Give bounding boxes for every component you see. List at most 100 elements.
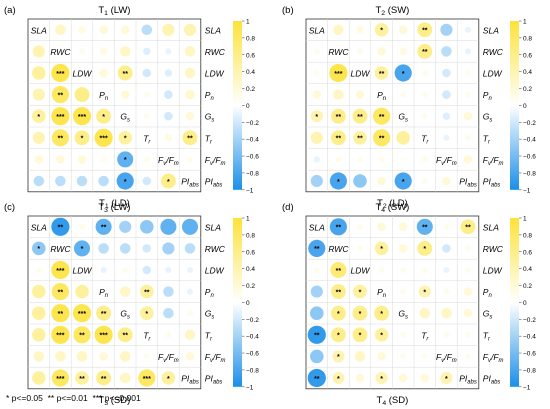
row-label-gs: Gs xyxy=(205,309,215,321)
correlation-circle xyxy=(55,24,66,36)
correlation-circle xyxy=(186,266,194,274)
correlation-circle xyxy=(51,107,70,126)
diagonal-label-ldw: LDW xyxy=(73,69,93,79)
correlation-circle xyxy=(74,87,90,103)
significance-stars: ** xyxy=(122,71,128,78)
colorbar xyxy=(510,21,519,190)
colorbar-tick-label: −0.4 xyxy=(246,137,259,144)
colorbar xyxy=(233,218,242,387)
colorbar-tick-label: 0.2 xyxy=(523,86,532,93)
correlation-circle xyxy=(143,91,150,98)
correlation-circle xyxy=(442,112,451,120)
diagonal-label-pn: Pn xyxy=(377,90,387,102)
row-label-ldw: LDW xyxy=(483,69,503,79)
correlation-circle xyxy=(440,371,453,385)
correlation-circle xyxy=(398,25,408,35)
colorbar-tick-label: −0.8 xyxy=(246,367,259,374)
row-label-fv-fm: Fv/Fm xyxy=(205,155,226,167)
correlation-circle xyxy=(441,46,452,57)
correlation-circle xyxy=(73,240,91,257)
diagonal-label-rwc: RWC xyxy=(328,47,349,57)
significance-stars: ** xyxy=(314,333,320,340)
correlation-circle xyxy=(464,331,472,338)
correlation-circle xyxy=(421,353,428,360)
correlation-circle xyxy=(464,69,472,77)
diagonal-label-sla: SLA xyxy=(309,25,325,35)
diagonal-label-piabs: PIabs xyxy=(459,374,477,386)
correlation-circle xyxy=(78,26,86,34)
correlation-circle xyxy=(164,90,173,99)
correlation-circle xyxy=(95,218,112,235)
significance-stars: * xyxy=(337,311,340,318)
diagonal-label-rwc: RWC xyxy=(50,244,71,254)
diagonal-label-fv-fm: Fv/Fm xyxy=(436,155,457,167)
panel-c: (c) T3 (LW)T3 (SD)SLA ** *** RWC **** LDW** Pn *… xyxy=(4,202,259,407)
significance-stars: ** xyxy=(379,114,385,121)
correlation-circle xyxy=(354,351,366,362)
correlation-circle xyxy=(374,66,389,80)
correlation-circle xyxy=(378,156,385,163)
significance-stars: ** xyxy=(379,136,385,143)
correlation-circle xyxy=(421,156,428,163)
correlation-circle xyxy=(77,155,87,164)
correlation-circle xyxy=(398,373,408,383)
row-label-sla: SLA xyxy=(483,222,499,232)
correlation-circle xyxy=(34,155,44,164)
correlation-circle xyxy=(353,174,367,188)
diagonal-label-ldw: LDW xyxy=(351,69,371,79)
significance-stars: * xyxy=(380,376,383,383)
correlation-circle xyxy=(329,218,347,236)
correlation-circle xyxy=(464,134,472,141)
significance-stars: ** xyxy=(379,71,385,78)
row-label-tr: Tr xyxy=(483,133,491,145)
significance-stars: ** xyxy=(336,114,342,121)
correlation-circle xyxy=(400,353,407,360)
correlation-circle xyxy=(117,65,133,81)
correlation-circle xyxy=(164,134,173,142)
panel-title: T2 (SW) xyxy=(375,5,409,17)
correlation-circle xyxy=(32,88,45,101)
correlation-circle xyxy=(374,305,390,321)
significance-stars: *** xyxy=(78,114,86,121)
significance-stars: ** xyxy=(58,92,64,99)
colorbar-tick-label: −0.4 xyxy=(523,137,536,144)
correlation-circle xyxy=(140,306,154,320)
correlation-circle xyxy=(419,307,431,319)
significance-stars: * xyxy=(167,179,170,186)
row-label-sla: SLA xyxy=(205,222,221,232)
correlation-circle xyxy=(377,222,386,232)
colorbar-tick-label: −0.6 xyxy=(523,154,536,161)
row-label-gs: Gs xyxy=(483,112,493,124)
correlation-circle xyxy=(94,128,113,147)
significance-stars: ** xyxy=(336,225,342,232)
correlation-circle xyxy=(417,22,433,38)
significance-stars: * xyxy=(37,246,40,253)
correlation-circle xyxy=(185,89,195,100)
diagonal-label-sla: SLA xyxy=(309,222,325,232)
correlation-circle xyxy=(51,304,70,323)
significance-stars: *** xyxy=(56,114,64,121)
correlation-circle xyxy=(33,175,45,187)
correlation-circle xyxy=(142,176,152,186)
correlation-circle xyxy=(78,223,86,230)
correlation-circle xyxy=(464,26,472,33)
correlation-circle xyxy=(352,108,368,124)
row-label-rwc: RWC xyxy=(483,244,504,254)
panel-bottom-title: T1 (LD) xyxy=(99,198,130,210)
correlation-circle xyxy=(182,130,198,146)
correlation-circle xyxy=(333,24,344,36)
correlation-circle xyxy=(421,177,428,185)
correlation-circle xyxy=(464,91,472,98)
significance-stars: ** xyxy=(144,289,150,296)
correlation-circle xyxy=(442,68,451,78)
correlation-circle xyxy=(308,239,326,257)
correlation-circle xyxy=(355,90,365,99)
diagonal-label-rwc: RWC xyxy=(50,47,71,57)
correlation-circle xyxy=(401,157,406,162)
correlation-circle xyxy=(117,151,134,168)
row-label-rwc: RWC xyxy=(205,47,226,57)
correlation-circle xyxy=(400,266,407,274)
row-label-pn: Pn xyxy=(205,287,215,299)
correlation-circle xyxy=(442,90,451,99)
correlation-circle xyxy=(119,220,132,233)
